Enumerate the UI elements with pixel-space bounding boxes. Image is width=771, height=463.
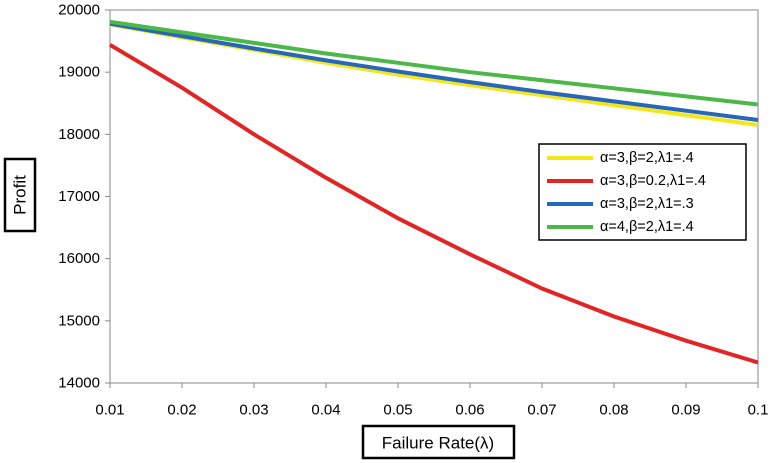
x-axis-label: Failure Rate(λ) bbox=[361, 424, 516, 460]
legend-label-2: α=3,β=0.2,λ1=.4 bbox=[600, 173, 706, 189]
series-line-2 bbox=[108, 43, 759, 365]
x-tick-label: 0.1 bbox=[748, 402, 769, 419]
y-tick-label: 16000 bbox=[58, 250, 100, 267]
x-tick-label: 0.08 bbox=[599, 402, 628, 419]
y-tick-label: 18000 bbox=[58, 126, 100, 143]
y-axis-label: Profit bbox=[3, 157, 37, 233]
legend-label-4: α=4,β=2,λ1=.4 bbox=[600, 219, 694, 235]
y-tick-label: 17000 bbox=[58, 188, 100, 205]
x-tick-label: 0.01 bbox=[95, 402, 124, 419]
legend-label-3: α=3,β=2,λ1=.3 bbox=[600, 196, 694, 212]
legend: α=3,β=2,λ1=.4 α=3,β=0.2,λ1=.4 α=3,β=2,λ1=.… bbox=[538, 143, 747, 241]
x-tick-label: 0.03 bbox=[239, 402, 268, 419]
x-axis-ticks: 0.01 0.02 0.03 0.04 0.05 0.06 0.07 0.08 0.09 0.1 bbox=[95, 383, 768, 419]
y-tick-label: 20000 bbox=[58, 2, 100, 19]
legend-box bbox=[538, 143, 747, 241]
x-tick-label: 0.09 bbox=[671, 402, 700, 419]
x-tick-label: 0.04 bbox=[311, 402, 340, 419]
series-line-3 bbox=[109, 21, 759, 122]
x-tick-label: 0.05 bbox=[383, 402, 412, 419]
legend-label-1: α=3,β=2,λ1=.4 bbox=[600, 150, 694, 166]
series-lines bbox=[108, 19, 759, 365]
series-line-4 bbox=[109, 19, 759, 107]
y-tick-label: 14000 bbox=[58, 375, 100, 392]
x-tick-label: 0.02 bbox=[167, 402, 196, 419]
y-tick-label: 19000 bbox=[58, 64, 100, 81]
x-tick-label: 0.07 bbox=[527, 402, 556, 419]
x-tick-label: 0.06 bbox=[455, 402, 484, 419]
y-axis-ticks: 14000 15000 16000 17000 18000 19000 20000 bbox=[58, 2, 110, 392]
y-tick-label: 15000 bbox=[58, 312, 100, 329]
y-axis-label-text: Profit bbox=[11, 175, 30, 215]
x-axis-label-text: Failure Rate(λ) bbox=[382, 434, 494, 453]
